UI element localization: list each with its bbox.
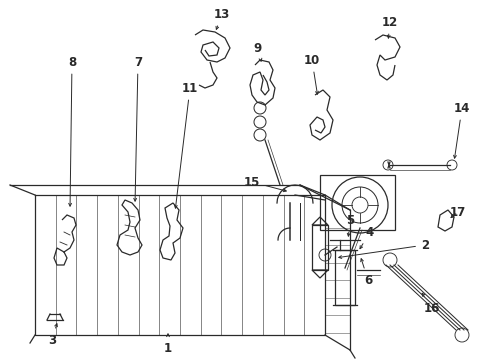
Text: 5: 5 <box>346 213 354 236</box>
Text: 10: 10 <box>304 54 320 94</box>
Text: 17: 17 <box>450 206 466 219</box>
Text: 7: 7 <box>134 55 142 201</box>
Text: 6: 6 <box>361 259 372 287</box>
Text: 3: 3 <box>48 324 57 346</box>
Text: 1: 1 <box>164 334 172 355</box>
Bar <box>335 250 355 305</box>
Bar <box>320 175 395 230</box>
Text: 11: 11 <box>174 81 198 208</box>
Text: 8: 8 <box>68 55 76 206</box>
Text: 16: 16 <box>422 293 440 315</box>
Text: 14: 14 <box>454 102 470 158</box>
Text: 13: 13 <box>214 8 230 30</box>
Text: 15: 15 <box>244 176 286 192</box>
Text: 2: 2 <box>339 239 429 258</box>
Text: 12: 12 <box>382 15 398 38</box>
Text: 9: 9 <box>254 41 262 61</box>
Bar <box>312 225 328 270</box>
Text: 4: 4 <box>360 225 374 249</box>
